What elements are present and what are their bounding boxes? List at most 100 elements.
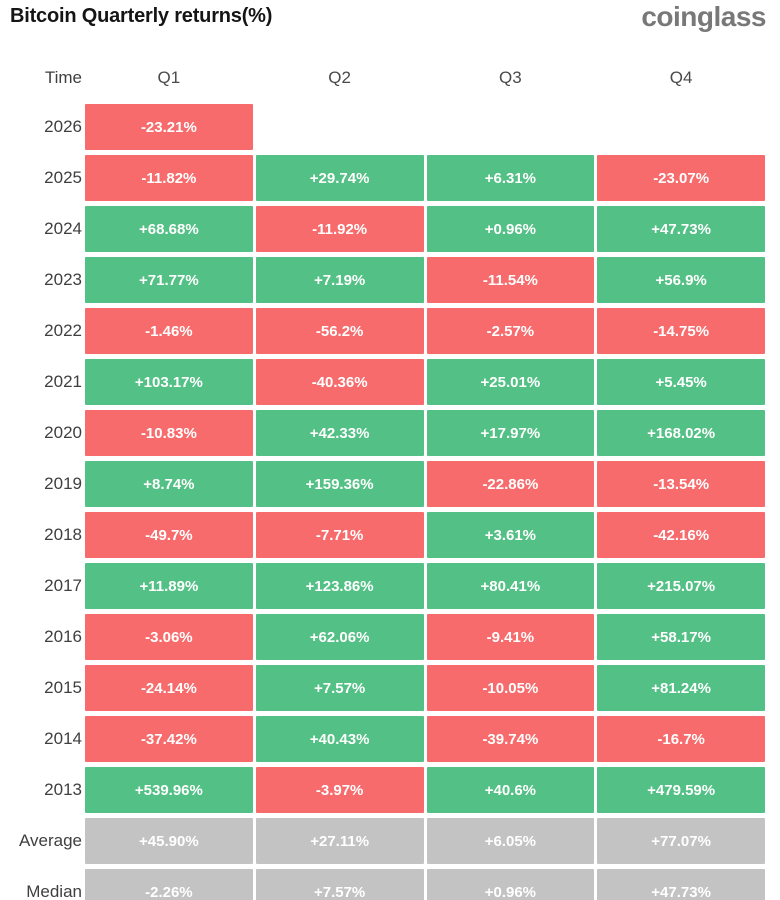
- return-cell: -3.97%: [255, 767, 424, 813]
- table-row-2013: 2013 +539.96% -3.97% +40.6% +479.59%: [0, 767, 765, 813]
- return-cell: -22.86%: [426, 461, 595, 507]
- table-row-2017: 2017 +11.89% +123.86% +80.41% +215.07%: [0, 563, 765, 609]
- return-cell: -9.41%: [426, 614, 595, 660]
- return-cell: -1.46%: [85, 308, 253, 354]
- title-bar: Bitcoin Quarterly returns(%) coinglass: [0, 0, 780, 63]
- row-label: Average: [18, 831, 82, 850]
- return-cell: -56.2%: [255, 308, 424, 354]
- table-row-2022: 2022 -1.46% -56.2% -2.57% -14.75%: [0, 308, 765, 354]
- row-label: 2022: [44, 321, 82, 340]
- return-cell: +168.02%: [597, 410, 765, 456]
- table-row-2019: 2019 +8.74% +159.36% -22.86% -13.54%: [0, 461, 765, 507]
- return-cell: +0.96%: [426, 206, 595, 252]
- return-cell: +539.96%: [85, 767, 253, 813]
- table-row-2026: 2026 -23.21%: [0, 104, 765, 150]
- table-row-median: Median -2.26% +7.57% +0.96% +47.73%: [0, 869, 765, 900]
- column-header-q3: Q3: [499, 68, 522, 87]
- return-cell: +7.57%: [255, 665, 424, 711]
- table-header-row: Time Q1 Q2 Q3 Q4: [0, 63, 765, 93]
- return-cell: +56.9%: [597, 257, 765, 303]
- row-label: 2015: [44, 678, 82, 697]
- return-cell: -2.57%: [426, 308, 595, 354]
- return-cell: +123.86%: [255, 563, 424, 609]
- column-header-time: Time: [44, 68, 82, 87]
- return-cell: +62.06%: [255, 614, 424, 660]
- return-cell: -11.54%: [426, 257, 595, 303]
- return-cell: +7.19%: [255, 257, 424, 303]
- return-cell: +3.61%: [426, 512, 595, 558]
- return-cell: +27.11%: [255, 818, 424, 864]
- row-label: 2021: [44, 372, 82, 391]
- table-row-average: Average +45.90% +27.11% +6.05% +77.07%: [0, 818, 765, 864]
- return-cell: -7.71%: [255, 512, 424, 558]
- return-cell: +6.31%: [426, 155, 595, 201]
- row-label: 2014: [44, 729, 82, 748]
- return-cell: +11.89%: [85, 563, 253, 609]
- return-cell: +40.43%: [255, 716, 424, 762]
- return-cell: -39.74%: [426, 716, 595, 762]
- row-label: 2019: [44, 474, 82, 493]
- return-cell: +7.57%: [255, 869, 424, 900]
- return-cell: -24.14%: [85, 665, 253, 711]
- row-label: 2026: [44, 117, 82, 136]
- return-cell: +42.33%: [255, 410, 424, 456]
- table-row-2016: 2016 -3.06% +62.06% -9.41% +58.17%: [0, 614, 765, 660]
- return-cell: +45.90%: [85, 818, 253, 864]
- table-row-2023: 2023 +71.77% +7.19% -11.54% +56.9%: [0, 257, 765, 303]
- return-cell: +103.17%: [85, 359, 253, 405]
- row-label: 2024: [44, 219, 82, 238]
- return-cell: -37.42%: [85, 716, 253, 762]
- return-cell: +40.6%: [426, 767, 595, 813]
- return-cell: -3.06%: [85, 614, 253, 660]
- table-row-2021: 2021 +103.17% -40.36% +25.01% +5.45%: [0, 359, 765, 405]
- return-cell: +29.74%: [255, 155, 424, 201]
- page-title: Bitcoin Quarterly returns(%): [10, 5, 273, 27]
- return-cell: -23.21%: [85, 104, 253, 150]
- return-cell: +81.24%: [597, 665, 765, 711]
- row-label: 2020: [44, 423, 82, 442]
- row-label: 2016: [44, 627, 82, 646]
- return-cell: -49.7%: [85, 512, 253, 558]
- return-cell: +58.17%: [597, 614, 765, 660]
- table-row-2018: 2018 -49.7% -7.71% +3.61% -42.16%: [0, 512, 765, 558]
- return-cell: -14.75%: [597, 308, 765, 354]
- return-cell: +47.73%: [597, 869, 765, 900]
- row-label: 2018: [44, 525, 82, 544]
- return-cell: +5.45%: [597, 359, 765, 405]
- table-row-2015: 2015 -24.14% +7.57% -10.05% +81.24%: [0, 665, 765, 711]
- return-cell: +215.07%: [597, 563, 765, 609]
- return-cell: -16.7%: [597, 716, 765, 762]
- return-cell: +6.05%: [426, 818, 595, 864]
- return-cell: +8.74%: [85, 461, 253, 507]
- row-label: 2013: [44, 780, 82, 799]
- return-cell: +479.59%: [597, 767, 765, 813]
- quarterly-returns-table: Time Q1 Q2 Q3 Q4 2026 -23.21% 2025 -11.82% +29.7…: [0, 63, 780, 900]
- return-cell: -10.83%: [85, 410, 253, 456]
- return-cell: +77.07%: [597, 818, 765, 864]
- return-cell: -42.16%: [597, 512, 765, 558]
- table-row-2014: 2014 -37.42% +40.43% -39.74% -16.7%: [0, 716, 765, 762]
- column-header-q1: Q1: [157, 68, 181, 87]
- return-cell: +159.36%: [255, 461, 424, 507]
- return-cell: +68.68%: [85, 206, 253, 252]
- table-row-2020: 2020 -10.83% +42.33% +17.97% +168.02%: [0, 410, 765, 456]
- return-cell: +0.96%: [426, 869, 595, 900]
- row-label: 2025: [44, 168, 82, 187]
- return-cell: +25.01%: [426, 359, 595, 405]
- column-header-q4: Q4: [669, 68, 693, 87]
- return-cell: +47.73%: [597, 206, 765, 252]
- table-row-2025: 2025 -11.82% +29.74% +6.31% -23.07%: [0, 155, 765, 201]
- return-cell: +17.97%: [426, 410, 595, 456]
- row-label: Median: [26, 882, 82, 900]
- return-cell: -23.07%: [597, 155, 765, 201]
- return-cell: -11.92%: [255, 206, 424, 252]
- return-cell: +80.41%: [426, 563, 595, 609]
- return-cell: +71.77%: [85, 257, 253, 303]
- return-cell: [427, 104, 595, 150]
- coinglass-logo: coinglass: [641, 1, 766, 32]
- table-row-2024: 2024 +68.68% -11.92% +0.96% +47.73%: [0, 206, 765, 252]
- row-label: 2017: [44, 576, 82, 595]
- return-cell: -40.36%: [255, 359, 424, 405]
- return-cell: -2.26%: [85, 869, 253, 900]
- return-cell: -10.05%: [426, 665, 595, 711]
